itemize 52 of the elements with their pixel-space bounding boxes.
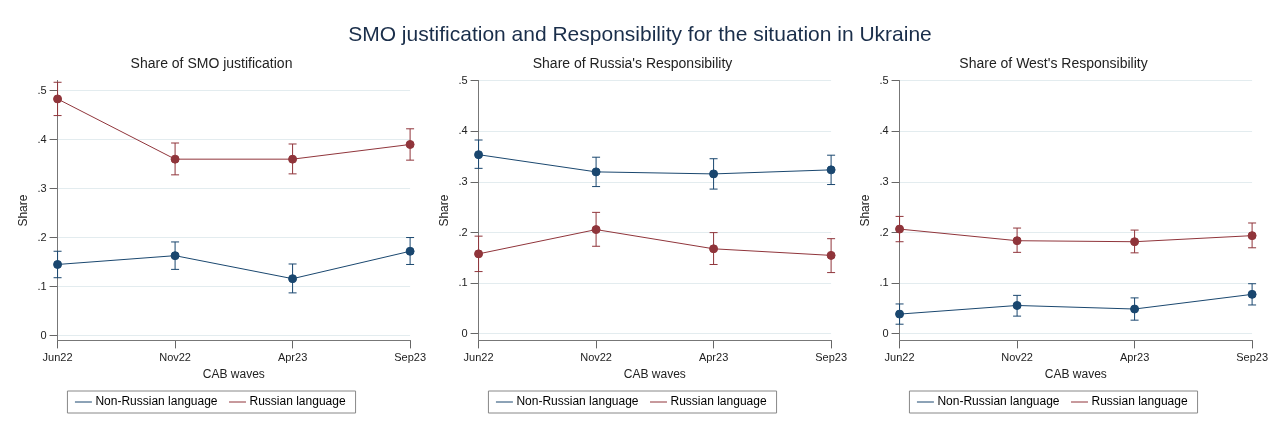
x-tick-label: Sep23 — [394, 351, 426, 364]
y-tick-label: 0 — [461, 326, 468, 339]
x-axis-title: CAB waves — [623, 367, 686, 382]
y-tick-label: .2 — [879, 225, 889, 238]
legend-label: Russian language — [1091, 394, 1188, 409]
x-axis-title: CAB waves — [202, 367, 265, 382]
x-tick-label: Jun22 — [884, 351, 915, 364]
legend-label: Non-Russian language — [95, 394, 218, 409]
y-axis-title: Share — [857, 194, 872, 227]
x-tick-label: Nov22 — [1001, 351, 1033, 364]
x-tick-label: Apr23 — [698, 351, 729, 364]
y-tick-label: .2 — [458, 225, 468, 238]
legend-label: Non-Russian language — [937, 394, 1060, 409]
y-tick-label: .5 — [879, 73, 889, 86]
point — [288, 274, 298, 284]
chart-title: Share of SMO justification — [130, 55, 293, 72]
y-tick-label: .4 — [37, 132, 47, 145]
y-tick-label: 0 — [882, 326, 889, 339]
x-tick-label: Sep23 — [1236, 351, 1268, 364]
y-tick-label: .1 — [37, 279, 47, 292]
y-tick-label: .1 — [458, 276, 468, 289]
y-tick-label: .1 — [879, 276, 889, 289]
y-tick-label: .4 — [879, 124, 889, 137]
legend-label: Non-Russian language — [516, 394, 639, 409]
point — [709, 244, 719, 254]
point — [1130, 237, 1140, 247]
legend-label: Russian language — [670, 394, 767, 409]
point — [474, 150, 484, 160]
text: SMO justification and Responsibility for the situation in Ukraine — [348, 22, 932, 45]
y-tick-label: .2 — [37, 230, 47, 243]
y-tick-label: .5 — [458, 73, 468, 86]
y-axis-title: Share — [436, 194, 451, 227]
x-axis-title: CAB waves — [1044, 367, 1107, 382]
x-tick-label: Nov22 — [159, 351, 191, 364]
chart-title: Share of Russia's Responsibility — [532, 55, 733, 72]
legend-label: Russian language — [249, 394, 346, 409]
y-tick-label: .3 — [879, 175, 889, 188]
x-tick-label: Sep23 — [815, 351, 847, 364]
chart-title: Share of West's Responsibility — [959, 55, 1148, 72]
x-tick-label: Jun22 — [463, 351, 494, 364]
y-tick-label: .3 — [458, 175, 468, 188]
point — [288, 154, 298, 164]
x-tick-label: Apr23 — [1119, 351, 1150, 364]
y-tick-label: 0 — [40, 328, 47, 341]
y-tick-label: .4 — [458, 124, 468, 137]
y-tick-label: .5 — [37, 83, 47, 96]
y-axis-title: Share — [15, 194, 30, 227]
x-tick-label: Nov22 — [580, 351, 612, 364]
point — [53, 259, 63, 269]
y-tick-label: .3 — [37, 181, 47, 194]
x-tick-label: Apr23 — [277, 351, 308, 364]
x-tick-label: Jun22 — [42, 351, 73, 364]
